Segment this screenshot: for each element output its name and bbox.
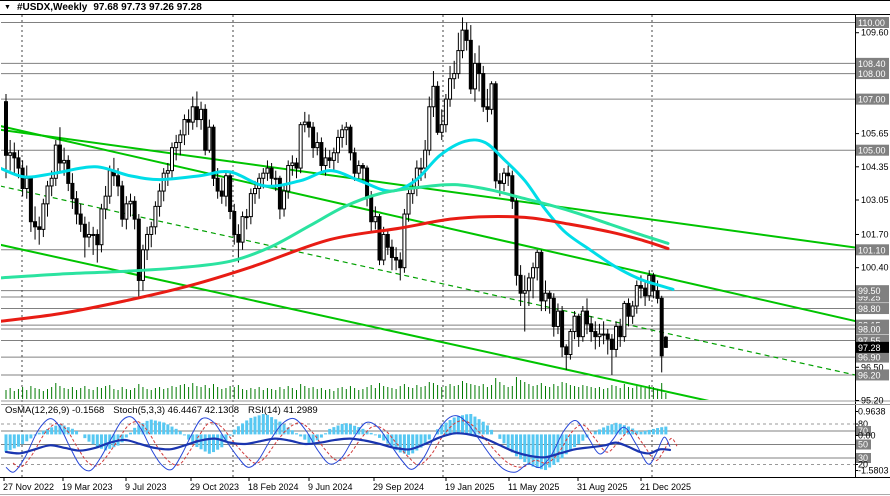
svg-text:70: 70 [858,426,868,436]
rsi-label: RSI(14) 41.2989 [248,405,318,416]
chart-symbol-title: #USDX,Weekly [16,2,88,13]
svg-text:29 Sep 2024: 29 Sep 2024 [373,482,424,492]
time-axis[interactable]: 27 Nov 2022 19 Mar 2023 9 Jul 2023 29 Oct 2… [3,477,691,492]
rsi-line [4,432,672,459]
svg-text:101.70: 101.70 [861,229,889,239]
svg-text:96.20: 96.20 [858,370,881,380]
svg-text:109.60: 109.60 [861,28,889,38]
svg-text:18 Feb 2024: 18 Feb 2024 [248,482,299,492]
indicator-panel[interactable] [4,414,678,473]
svg-text:20: 20 [858,460,868,470]
stoch-label: Stoch(5,3,3) 46.4467 42.1308 [113,405,239,416]
svg-text:105.65: 105.65 [861,129,889,139]
svg-text:101.10: 101.10 [858,245,886,255]
ma-mid-green [1,183,670,280]
svg-text:98.80: 98.80 [858,304,881,314]
svg-text:9 Jun 2024: 9 Jun 2024 [308,482,353,492]
period-separators [21,15,653,477]
svg-text:-1.5803: -1.5803 [858,466,889,476]
volume-layer [5,377,667,399]
price-axis-labels: 109.60 105.65 104.35 103.05 101.70 100.40 96.5… [855,17,889,405]
svg-text:19 Jan 2025: 19 Jan 2025 [445,482,495,492]
svg-text:105.00: 105.00 [858,146,886,156]
svg-text:19 Mar 2023: 19 Mar 2023 [62,482,113,492]
ma-slow-red [1,215,670,323]
svg-text:0.9638: 0.9638 [858,407,886,417]
svg-text:107.00: 107.00 [858,95,886,105]
stoch-k-line [5,415,671,473]
svg-text:9 Jul 2023: 9 Jul 2023 [125,482,167,492]
svg-text:99.50: 99.50 [858,286,881,296]
svg-text:50: 50 [858,440,868,450]
svg-text:99.25: 99.25 [858,293,881,303]
chart-dropdown-icon[interactable]: ▼ [4,3,11,11]
svg-text:110.00: 110.00 [858,18,885,28]
osma-label: OsMA(12,26,9) -0.1568 [5,405,105,416]
svg-text:95.20: 95.20 [861,395,884,405]
svg-text:80: 80 [858,419,868,429]
svg-text:104.35: 104.35 [861,162,889,172]
indicator-axis-labels: 0.9638 80700.0050 3020-1.5803 [855,407,889,476]
svg-text:11 May 2025: 11 May 2025 [508,482,559,492]
svg-text:103.05: 103.05 [861,195,889,205]
svg-text:108.40: 108.40 [858,59,886,69]
svg-text:96.50: 96.50 [861,362,884,372]
svg-text:0.00: 0.00 [858,431,876,441]
indicator-labels: OsMA(12,26,9) -0.1568 Stoch(5,3,3) 46.44… [5,405,318,416]
price-level-lines [1,22,855,376]
svg-text:97.28: 97.28 [858,343,881,353]
svg-text:21 Dec 2025: 21 Dec 2025 [640,482,691,492]
trendlines-layer [1,125,855,400]
svg-text:96.90: 96.90 [858,353,881,363]
svg-text:98.00: 98.00 [858,324,881,334]
svg-text:31 Aug 2025: 31 Aug 2025 [577,482,628,492]
time-axis-hotspot[interactable] [0,478,890,495]
svg-text:108.00: 108.00 [858,69,886,79]
chart-ohlc-values: 97.68 97.73 97.26 97.28 [93,2,202,13]
candles-layer [4,17,668,375]
svg-text:29 Oct 2023: 29 Oct 2023 [190,482,239,492]
svg-text:30: 30 [858,453,868,463]
svg-text:100.40: 100.40 [861,263,889,273]
chart-title-bar: ▼ #USDX,Weekly 97.68 97.73 97.26 97.28 [4,1,202,14]
svg-text:27 Nov 2022: 27 Nov 2022 [3,482,54,492]
price-axis[interactable] [855,15,890,477]
svg-text:97.55: 97.55 [858,336,881,346]
main-chart-area[interactable] [0,17,890,405]
osma-histogram [4,414,668,471]
